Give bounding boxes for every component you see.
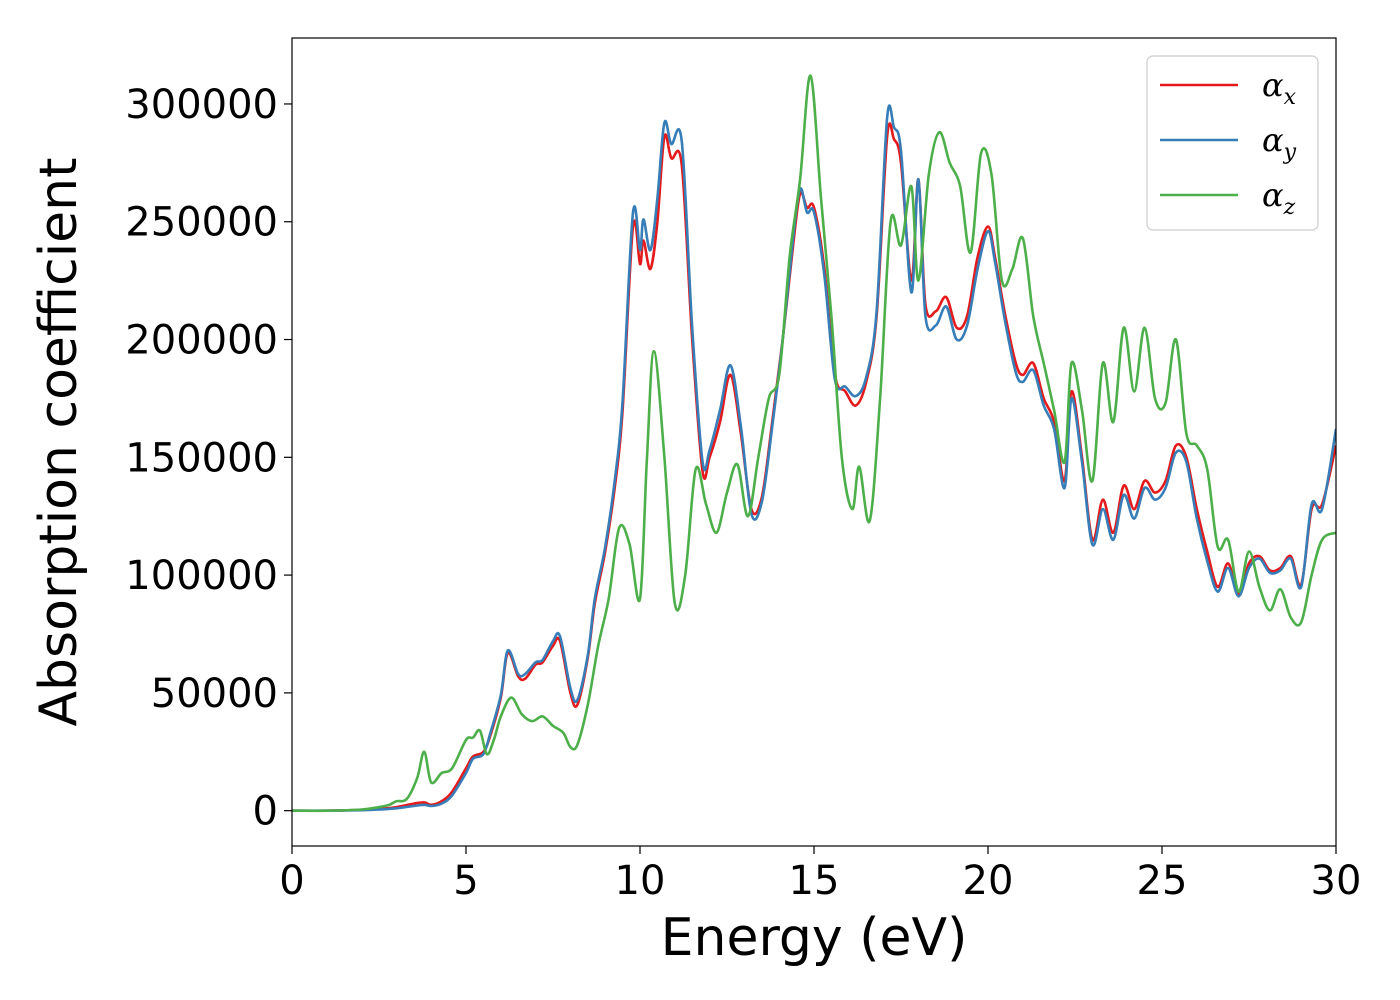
y-tick-label: 50000 [151,671,278,717]
legend: αx αy αz [1146,55,1319,231]
y-axis: 0 50000 100000 150000 200000 250000 300000 [125,82,292,835]
series-line-alpha-y [292,104,1336,813]
series-layer [292,74,1336,813]
y-tick-label: 200000 [125,318,278,364]
y-axis-label: Absorption coefficient [29,157,89,726]
legend-label-alpha-x: αx [1262,66,1297,110]
legend-label-alpha-y: αy [1262,121,1297,165]
y-tick-label: 0 [253,789,278,835]
series-line-alpha-z [292,74,1336,813]
x-tick-label: 0 [279,858,304,904]
x-tick-label: 10 [615,858,666,904]
y-tick-label: 150000 [125,435,278,481]
x-axis-label: Energy (eV) [661,908,968,968]
x-tick-label: 30 [1311,858,1362,904]
x-axis: 0 5 10 15 20 25 30 [279,846,1361,904]
y-tick-label: 300000 [125,82,278,128]
y-tick-label: 250000 [125,200,278,246]
legend-box [1146,55,1319,231]
x-tick-label: 15 [789,858,840,904]
x-tick-label: 25 [1137,858,1188,904]
legend-label-alpha-z: αz [1262,176,1296,220]
y-tick-label: 100000 [125,553,278,599]
x-tick-label: 5 [453,858,478,904]
x-tick-label: 20 [963,858,1014,904]
